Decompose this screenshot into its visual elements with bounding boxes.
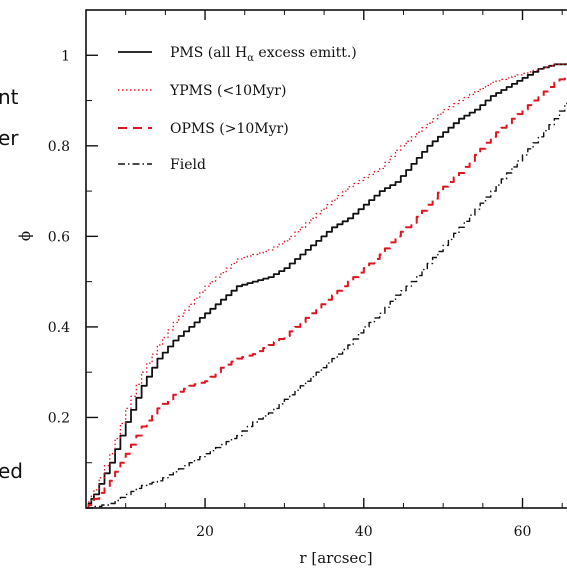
y-tick-label: 0.8 (48, 139, 70, 155)
x-tick-label: 40 (355, 524, 373, 540)
plot-frame (85, 9, 567, 509)
x-tick-label: 20 (196, 524, 214, 540)
series-line-dashdot (86, 102, 567, 509)
x-axis-title: r [arcsec] (299, 549, 372, 567)
series-line-dashed (86, 75, 567, 509)
legend-label-opms: OPMS (>10Myr) (170, 121, 289, 137)
series-line-dotted (86, 63, 567, 509)
x-tick-label: 60 (514, 524, 532, 540)
cropped-side-text-2: er (0, 126, 19, 150)
legend-label-pms: PMS (all Hα excess emitt.) (170, 45, 357, 64)
y-tick-label: 1 (61, 48, 70, 64)
y-axis-title: ϕ (16, 231, 34, 241)
cropped-side-text-3: ed (0, 459, 23, 483)
series-line-solid (86, 63, 567, 509)
legend-label-field: Field (170, 157, 206, 173)
legend-label-ypms: YPMS (<10Myr) (169, 83, 286, 99)
y-tick-label: 0.2 (48, 410, 70, 426)
cropped-side-text-1: nt (0, 85, 19, 109)
y-tick-label: 0.6 (48, 229, 70, 245)
y-tick-label: 0.4 (48, 320, 70, 336)
axis-ticks: 20 40 60 0.2 0.4 0.6 0.8 1 (48, 10, 563, 540)
legend: PMS (all Hα excess emitt.) YPMS (<10Myr)… (118, 45, 357, 173)
series-layer (86, 63, 567, 509)
